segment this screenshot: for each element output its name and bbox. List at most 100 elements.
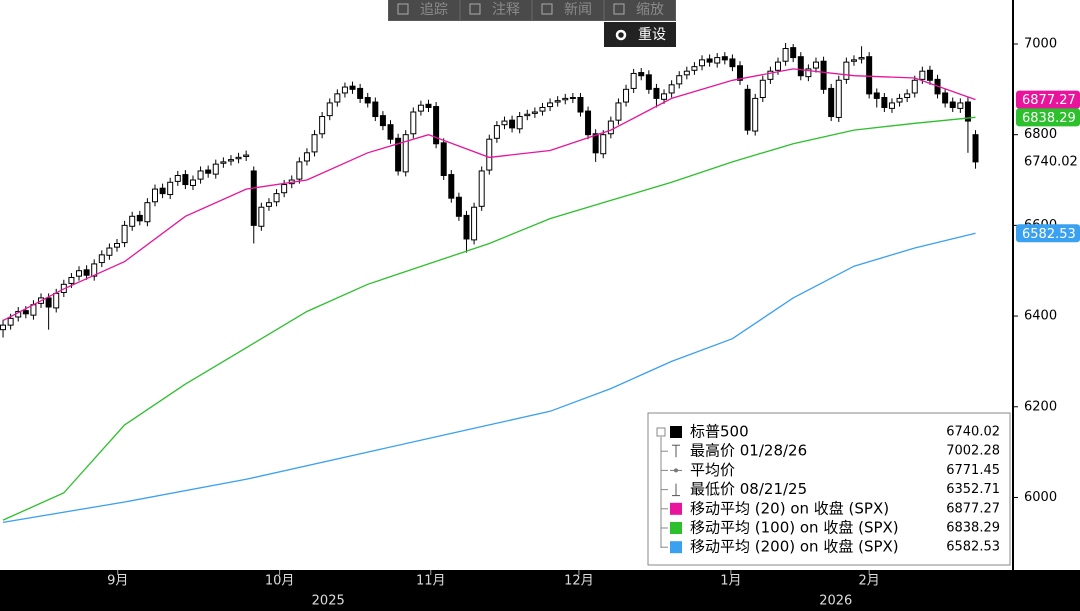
candle-body [668,84,675,94]
reset-label[interactable]: 重设 [638,27,666,43]
candle-body [524,113,531,117]
candle-body [585,110,592,136]
y-tick-label: 6200 [1024,399,1057,414]
x-tick-label: 12月 [564,574,594,589]
candle-body [182,174,189,186]
candle-body [273,193,280,203]
candle-body [136,214,143,222]
value-badge [1016,108,1080,127]
candle-body [949,101,956,108]
toolbar-button[interactable] [461,0,531,20]
value-badge-label: 6838.29 [1022,111,1076,126]
candle-body [942,92,949,104]
legend-tree-node [656,427,666,437]
moving-average-line [2,116,976,521]
candle-body [699,59,706,67]
toolbar-icon [541,3,553,15]
candle-body [729,58,736,68]
candle-body [235,156,242,160]
candle-body [501,120,508,126]
legend-swatch [670,522,682,534]
candle-body [250,170,257,226]
candle-body [888,102,895,109]
candle-body [638,72,645,77]
candle-body [615,102,622,121]
candle-body [387,124,394,140]
toolbar-button-label[interactable]: 新闻 [564,2,592,18]
toolbar-button-label[interactable]: 追踪 [420,2,448,18]
candle-body [661,93,668,100]
toolbar-button[interactable] [533,0,603,20]
toolbar-button-label[interactable]: 缩放 [636,2,664,18]
candle-body [281,184,288,194]
candle-body [904,93,911,98]
candle-body [919,70,926,80]
x-tick-label: 9月 [107,574,128,589]
candle-body [531,111,538,114]
x-tick-label: 11月 [416,574,446,589]
candle-body [296,161,303,180]
candle-body [220,161,227,164]
candle-body [455,196,462,217]
legend-value: 6582.53 [946,540,1000,555]
candle-body [645,74,652,90]
candle-body [577,96,584,113]
candle-body [395,137,402,172]
candle-body [98,254,105,264]
candle-body [379,115,386,127]
candle-body [858,57,865,60]
candle-body [737,65,744,81]
candle-body [676,75,683,85]
candle-body [600,134,607,155]
candle-body [539,106,546,112]
candle-body [243,154,250,157]
legend-value: 6877.27 [946,501,1000,516]
candle-body [53,292,60,309]
candle-body [562,97,569,101]
candle-body [547,102,554,108]
candle-body [509,119,516,129]
candle-body [402,134,409,173]
x-tick-label: 1月 [720,574,741,589]
candle-body [167,181,174,196]
x-tick-label: 2月 [859,574,880,589]
candle-body [790,47,797,59]
candle-body [319,116,326,135]
candle-body [805,68,812,78]
y-tick-label: 6000 [1024,490,1057,505]
candle-body [68,277,75,284]
value-badge-label: 6877.27 [1022,93,1076,108]
toolbar-button[interactable] [605,0,675,20]
candle-body [630,72,637,89]
candle-body [433,106,440,145]
reset-icon [615,29,627,41]
candle-body [873,92,880,99]
candle-body [957,102,964,109]
candle-body [653,87,660,99]
candle-body [782,48,789,62]
toolbar-icon [469,3,481,15]
legend-label: 最低价 08/21/25 [690,480,807,498]
candle-body [114,243,121,248]
candle-body [106,247,113,256]
candle-body [212,163,219,175]
candle-body [554,100,561,103]
candle-body [83,269,90,276]
legend-value: 6771.45 [946,463,1000,478]
toolbar-button[interactable] [389,0,459,20]
toolbar-icon [613,3,625,15]
toolbar-button-label[interactable]: 注释 [492,2,520,18]
legend-swatch [670,502,682,515]
legend-swatch [670,541,682,554]
legend-label: 移动平均 (20) on 收盘 (SPX) [690,499,889,517]
moving-average-line [2,232,976,524]
candle-body [151,188,158,203]
candle-body [197,170,204,180]
candle-body [364,96,371,104]
legend-label: 移动平均 (100) on 收盘 (SPX) [690,519,899,537]
candle-body [623,88,630,103]
candle-body [866,56,873,95]
legend-label: 移动平均 (200) on 收盘 (SPX) [690,538,899,556]
